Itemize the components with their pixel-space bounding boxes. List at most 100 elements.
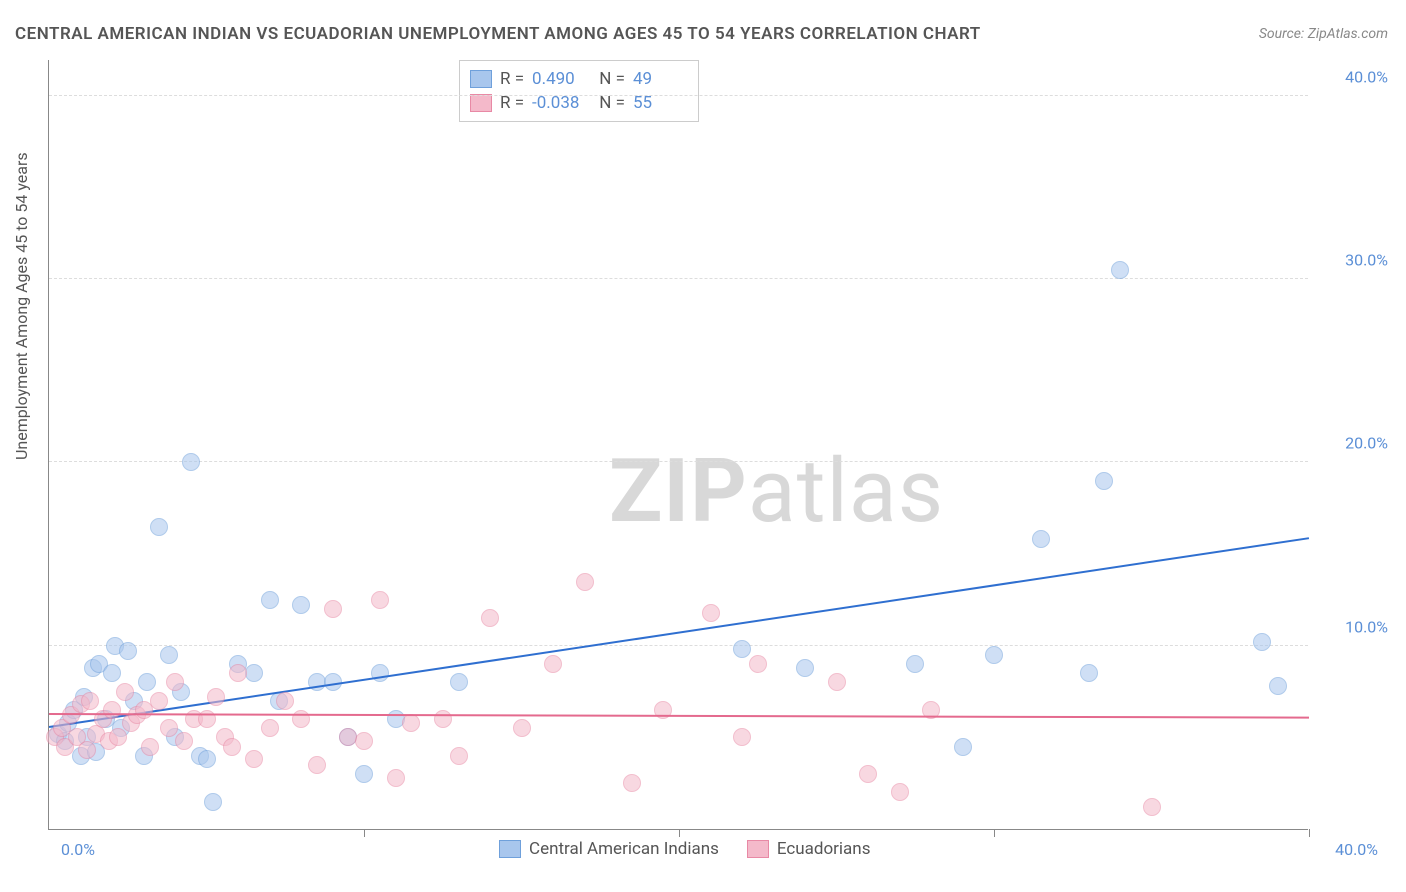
y-axis-label: Unemployment Among Ages 45 to 54 years xyxy=(12,152,31,460)
data-point xyxy=(292,596,310,614)
data-point xyxy=(513,719,531,737)
data-point xyxy=(245,750,263,768)
data-point xyxy=(292,710,310,728)
data-point xyxy=(402,714,420,732)
data-point xyxy=(175,732,193,750)
data-point xyxy=(450,747,468,765)
scatter-plot: ZIPatlas R = 0.490 N = 49R = -0.038 N = 55 0… xyxy=(48,60,1308,830)
data-point xyxy=(434,710,452,728)
data-point xyxy=(1269,677,1287,695)
data-point xyxy=(702,604,720,622)
data-point xyxy=(387,769,405,787)
x-tick xyxy=(364,829,365,837)
data-point xyxy=(623,774,641,792)
series-legend: Central American Indians Ecuadorians xyxy=(499,839,870,859)
data-point xyxy=(355,732,373,750)
data-point xyxy=(733,640,751,658)
data-point xyxy=(119,642,137,660)
legend-swatch xyxy=(470,70,492,88)
stats-r-value: -0.038 xyxy=(532,93,587,113)
watermark: ZIPatlas xyxy=(609,440,944,543)
data-point xyxy=(371,591,389,609)
legend-item: Ecuadorians xyxy=(747,839,871,859)
data-point xyxy=(954,738,972,756)
y-tick-label: 30.0% xyxy=(1318,251,1388,270)
data-point xyxy=(103,701,121,719)
data-point xyxy=(481,609,499,627)
legend-swatch xyxy=(747,840,769,858)
data-point xyxy=(103,664,121,682)
data-point xyxy=(166,673,184,691)
data-point xyxy=(160,719,178,737)
x-tick xyxy=(1309,829,1310,837)
data-point xyxy=(1111,261,1129,279)
data-point xyxy=(749,655,767,673)
data-point xyxy=(1253,633,1271,651)
data-point xyxy=(859,765,877,783)
data-point xyxy=(544,655,562,673)
stats-legend: R = 0.490 N = 49 R = -0.038 N = 55 xyxy=(459,60,699,122)
data-point xyxy=(81,692,99,710)
data-point xyxy=(207,688,225,706)
legend-label: Ecuadorians xyxy=(777,839,871,859)
trend-line xyxy=(49,537,1309,728)
data-point xyxy=(261,719,279,737)
y-tick-label: 10.0% xyxy=(1318,617,1388,636)
gridline xyxy=(49,645,1308,646)
data-point xyxy=(1080,664,1098,682)
legend-item: Central American Indians xyxy=(499,839,719,859)
x-axis-max-label: 40.0% xyxy=(1335,840,1378,859)
data-point xyxy=(116,683,134,701)
source-label: Source: ZipAtlas.com xyxy=(1259,26,1388,42)
stats-r-value: 0.490 xyxy=(532,69,587,89)
data-point xyxy=(223,738,241,756)
y-tick-label: 20.0% xyxy=(1318,434,1388,453)
stats-n-value: 55 xyxy=(633,93,688,113)
data-point xyxy=(261,591,279,609)
data-point xyxy=(324,600,342,618)
legend-swatch xyxy=(499,840,521,858)
stats-row: R = 0.490 N = 49 xyxy=(470,67,688,91)
stats-r-label: R = xyxy=(500,93,524,113)
gridline xyxy=(49,95,1308,96)
data-point xyxy=(150,692,168,710)
x-axis-min-label: 0.0% xyxy=(61,840,95,859)
data-point xyxy=(1095,472,1113,490)
data-point xyxy=(1143,798,1161,816)
chart-title: CENTRAL AMERICAN INDIAN VS ECUADORIAN UN… xyxy=(15,24,981,44)
data-point xyxy=(141,738,159,756)
data-point xyxy=(204,793,222,811)
data-point xyxy=(160,646,178,664)
data-point xyxy=(576,573,594,591)
gridline xyxy=(49,461,1308,462)
data-point xyxy=(150,518,168,536)
x-tick xyxy=(679,829,680,837)
data-point xyxy=(985,646,1003,664)
x-tick xyxy=(994,829,995,837)
data-point xyxy=(138,673,156,691)
data-point xyxy=(78,741,96,759)
stats-n-label: N = xyxy=(595,93,625,113)
legend-swatch xyxy=(470,94,492,112)
data-point xyxy=(371,664,389,682)
stats-n-label: N = xyxy=(595,69,625,89)
data-point xyxy=(109,728,127,746)
data-point xyxy=(906,655,924,673)
stats-r-label: R = xyxy=(500,69,524,89)
y-tick-label: 40.0% xyxy=(1318,67,1388,86)
data-point xyxy=(796,659,814,677)
data-point xyxy=(245,664,263,682)
data-point xyxy=(828,673,846,691)
legend-label: Central American Indians xyxy=(529,839,719,859)
data-point xyxy=(450,673,468,691)
data-point xyxy=(1032,530,1050,548)
data-point xyxy=(182,453,200,471)
data-point xyxy=(355,765,373,783)
data-point xyxy=(198,750,216,768)
data-point xyxy=(733,728,751,746)
stats-n-value: 49 xyxy=(633,69,688,89)
data-point xyxy=(276,692,294,710)
trend-line xyxy=(49,713,1309,719)
data-point xyxy=(891,783,909,801)
data-point xyxy=(308,756,326,774)
